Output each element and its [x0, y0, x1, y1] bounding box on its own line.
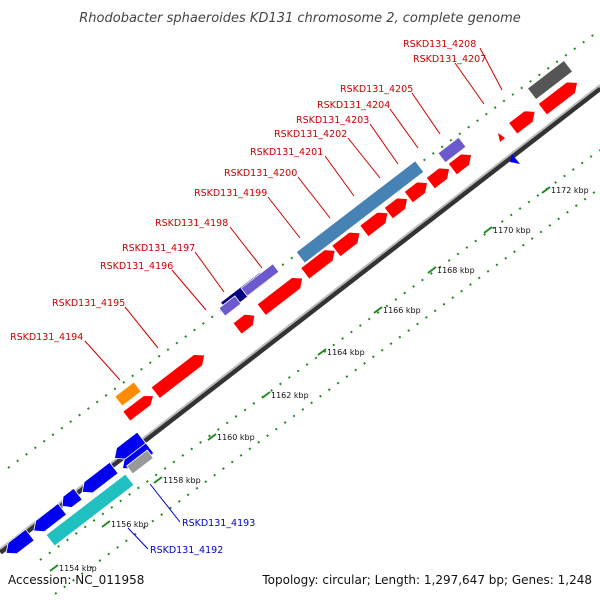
gene-label: RSKD131_4204 [317, 100, 390, 111]
dotted-guides [7, 29, 600, 595]
gene-label: RSKD131_4201 [250, 147, 323, 158]
gene-arrow [359, 211, 389, 238]
gene-arrow [383, 197, 409, 220]
tick-label: 1156 kbp [111, 520, 149, 529]
gene-label: RSKD131_4203 [296, 115, 369, 126]
gene-arrow [150, 354, 206, 399]
feature-box [114, 381, 142, 407]
gene-label: RSKD131_4208 [403, 39, 476, 50]
summary-text: Topology: circular; Length: 1,297,647 bp… [261, 573, 592, 587]
gene-track [5, 59, 578, 555]
gene-arrow [331, 231, 361, 258]
gene-label: RSKD131_4207 [413, 54, 486, 65]
gene-arrow [425, 167, 451, 190]
marker [510, 154, 520, 164]
feature-box [45, 473, 135, 547]
gene-label: RSKD131_4195 [52, 298, 125, 309]
gene-arrow [403, 181, 429, 204]
tick-label: 1162 kbp [271, 391, 309, 400]
feature-box [240, 263, 280, 297]
tick-label: 1160 kbp [217, 433, 255, 442]
gene-arrow [232, 313, 256, 335]
tick-label: 1172 kbp [551, 186, 589, 195]
tick-label: 1158 kbp [163, 476, 201, 485]
gene-arrow [5, 528, 35, 555]
gene-label: RSKD131_4198 [155, 218, 228, 229]
gene-label: RSKD131_4197 [122, 243, 195, 254]
map-title: Rhodobacter sphaeroides KD131 chromosome… [79, 11, 520, 26]
gene-label: RSKD131_4196 [100, 261, 173, 272]
tick-label: 1168 kbp [437, 266, 475, 275]
gene-arrow [122, 395, 155, 422]
tick-marks: 1154 kbp 1156 kbp 1158 kbp 1160 kbp 1162 kbp… [49, 186, 589, 573]
tick-label: 1166 kbp [383, 306, 421, 315]
gene-arrow [81, 461, 119, 494]
gene-arrow [300, 249, 336, 280]
gene-label: RSKD131_4199 [194, 188, 267, 199]
feature-box [218, 295, 242, 317]
feature-box [437, 136, 467, 164]
gene-arrow [33, 502, 68, 533]
leader-lines [84, 47, 503, 550]
gene-arrow [537, 81, 578, 116]
tick-label: 1154 kbp [59, 564, 97, 573]
tick-label: 1164 kbp [327, 348, 365, 357]
gene-label: RSKD131_4202 [274, 129, 347, 140]
gene-arrow [508, 110, 536, 135]
gene-arrow [447, 153, 473, 176]
feature-box [126, 449, 154, 475]
feature-box [295, 160, 425, 264]
gene-label: RSKD131_4200 [224, 168, 297, 179]
marker [498, 133, 505, 142]
gene-label: RSKD131_4205 [340, 84, 413, 95]
gene-arrow [114, 431, 147, 460]
gene-arrow [61, 487, 83, 509]
accession-text: Accession: NC_011958 [8, 573, 144, 587]
tick-label: 1170 kbp [493, 226, 531, 235]
feature-box [526, 59, 574, 101]
gene-labels: RSKD131_4194 RSKD131_4195 RSKD131_4196 RSKD… [10, 39, 486, 556]
gene-label: RSKD131_4193 [182, 518, 255, 529]
gene-label: RSKD131_4192 [150, 545, 223, 556]
gene-arrow [256, 277, 304, 316]
gene-label: RSKD131_4194 [10, 332, 83, 343]
